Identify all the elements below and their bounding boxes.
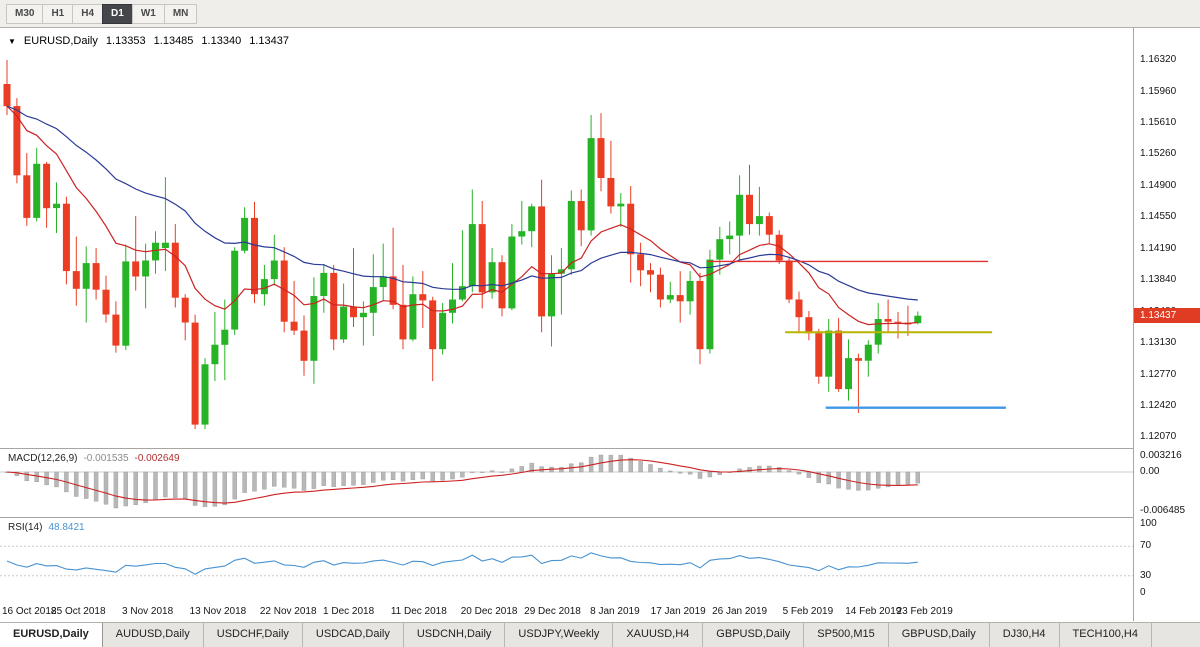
ohlc-open-value: 1.13353 [105, 35, 146, 47]
chart-symbol-label: EURUSD,Daily [23, 35, 98, 47]
current-price-tag: 1.13437 [1134, 308, 1200, 324]
tab-sp500-m15[interactable]: SP500,M15 [804, 623, 889, 647]
time-axis-label: 23 Feb 2019 [896, 606, 953, 617]
macd-signal-value: -0.002649 [134, 453, 180, 464]
price-axis-label: 1.14550 [1140, 211, 1177, 222]
macd-signal-line [6, 459, 918, 504]
time-axis-label: 5 Feb 2019 [782, 606, 834, 617]
macd-axis-max: 0.003216 [1140, 450, 1182, 461]
price-axis-label: 1.13130 [1140, 337, 1177, 348]
timeframe-button-MN[interactable]: MN [163, 3, 198, 24]
time-axis: 16 Oct 2018 25 Oct 2018 3 Nov 2018 13 Nov 2… [0, 601, 1133, 621]
price-axis-label: 1.15260 [1140, 148, 1177, 159]
tab-eurusd-daily[interactable]: EURUSD,Daily [0, 623, 103, 647]
rsi-value: 48.8421 [48, 522, 85, 533]
time-axis-label: 29 Dec 2018 [524, 606, 581, 617]
tab-xauusd-h4[interactable]: XAUUSD,H4 [613, 623, 704, 647]
timeframe-button-group: M30 H1 H4 D1 W1 MN [6, 3, 198, 24]
rsi-axis-label: 0 [1140, 587, 1146, 598]
tab-audusd-daily[interactable]: AUDUSD,Daily [102, 623, 204, 647]
macd-chart[interactable] [0, 449, 1133, 517]
tab-usdchf-daily[interactable]: USDCHF,Daily [203, 623, 303, 647]
time-axis-label: 16 Oct 2018 [2, 606, 57, 617]
macd-main-value: -0.001535 [83, 453, 129, 464]
time-axis-label: 26 Jan 2019 [712, 606, 768, 617]
rsi-line [6, 552, 918, 575]
time-axis-label: 20 Dec 2018 [460, 606, 518, 617]
chart-title: ▼ EURUSD,Daily 1.13353 1.13485 1.13340 1… [8, 35, 289, 47]
moving-average-line-13 [6, 105, 918, 326]
time-axis-label: 17 Jan 2019 [650, 606, 706, 617]
time-axis-label: 13 Nov 2018 [189, 606, 247, 617]
tab-gbpusd-daily[interactable]: GBPUSD,Daily [703, 623, 805, 647]
timeframe-toolbar: M30 H1 H4 D1 W1 MN [0, 0, 1200, 28]
macd-axis-zero: 0.00 [1140, 466, 1160, 477]
macd-axis-min: -0.006485 [1140, 505, 1186, 516]
time-axis-label: 11 Dec 2018 [390, 606, 447, 617]
time-axis-label: 3 Nov 2018 [122, 606, 174, 617]
price-axis-label: 1.13840 [1140, 274, 1177, 285]
time-axis-label: 1 Dec 2018 [323, 606, 375, 617]
ohlc-high-value: 1.13485 [153, 35, 194, 47]
price-axis-label: 1.15610 [1140, 117, 1177, 128]
rsi-chart[interactable] [0, 518, 1133, 601]
tab-dj30-h4[interactable]: DJ30,H4 [989, 623, 1060, 647]
chart-window: ▼ EURUSD,Daily 1.13353 1.13485 1.13340 1… [0, 28, 1200, 622]
macd-name: MACD(12,26,9) [8, 453, 78, 464]
timeframe-button-W1[interactable]: W1 [131, 3, 165, 24]
timeframe-button-H1[interactable]: H1 [42, 3, 74, 24]
tab-gbpusd-daily[interactable]: GBPUSD,Daily [888, 623, 990, 647]
moving-average-line-34 [6, 105, 918, 301]
symbol-tab-bar: EURUSD,Daily AUDUSD,Daily USDCHF,Daily USDC… [0, 622, 1200, 647]
rsi-axis-label: 30 [1140, 569, 1152, 581]
price-axis-label: 1.12420 [1140, 400, 1177, 411]
timeframe-button-D1[interactable]: D1 [102, 3, 133, 24]
candlestick-chart[interactable] [0, 28, 1133, 448]
rsi-axis-label: 100 [1140, 518, 1157, 529]
tab-usdcnh-daily[interactable]: USDCNH,Daily [403, 623, 506, 647]
macd-indicator-label: MACD(12,26,9) -0.001535 -0.002649 [8, 453, 180, 464]
price-axis-label: 1.14900 [1140, 180, 1177, 191]
time-axis-label: 14 Feb 2019 [845, 606, 902, 617]
ohlc-low-value: 1.13340 [201, 35, 242, 47]
time-axis-label: 8 Jan 2019 [590, 606, 640, 617]
ohlc-close-value: 1.13437 [249, 35, 289, 47]
price-axis-label: 1.14190 [1140, 242, 1177, 254]
price-axis-label: 1.12770 [1140, 368, 1177, 380]
tab-usdcad-daily[interactable]: USDCAD,Daily [302, 623, 404, 647]
chart-menu-icon[interactable]: ▼ [8, 36, 16, 46]
macd-histogram [4, 454, 920, 509]
rsi-panel-separator[interactable] [0, 517, 1200, 518]
rsi-indicator-label: RSI(14) 48.8421 [8, 522, 85, 533]
price-axis-label: 1.16320 [1140, 54, 1177, 65]
timeframe-button-H4[interactable]: H4 [72, 3, 104, 24]
candles [3, 60, 922, 429]
price-axis[interactable]: 1.13437 1.16320 1.15960 1.15610 1.15260 1.14… [1133, 28, 1200, 621]
tab-usdjpy-weekly[interactable]: USDJPY,Weekly [505, 623, 614, 647]
macd-panel-separator[interactable] [0, 448, 1200, 449]
price-axis-label: 1.12070 [1140, 431, 1177, 442]
rsi-name: RSI(14) [8, 522, 43, 533]
time-axis-label: 25 Oct 2018 [51, 606, 106, 617]
price-axis-label: 1.15960 [1140, 85, 1177, 97]
time-axis-label: 22 Nov 2018 [259, 606, 317, 617]
tab-tech100-h4[interactable]: TECH100,H4 [1059, 623, 1152, 647]
timeframe-button-M30[interactable]: M30 [6, 3, 44, 24]
rsi-axis-label: 70 [1140, 540, 1152, 552]
